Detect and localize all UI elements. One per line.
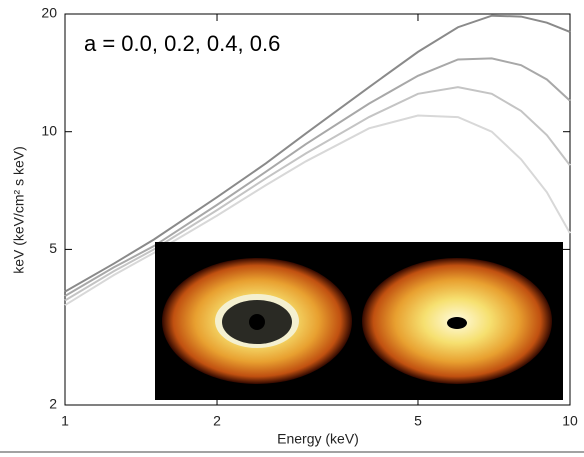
plot-frame <box>64 13 571 406</box>
x-tick-label: 2 <box>213 413 221 429</box>
y-axis-label: keV (keV/cm² s keV) <box>11 146 27 274</box>
series-line <box>64 14 571 293</box>
series-line <box>64 114 571 307</box>
annotation: a = 0.0, 0.2, 0.4, 0.6 <box>84 31 280 56</box>
x-axis-label: Energy (keV) <box>277 431 359 447</box>
y-tick-label: 2 <box>49 396 57 412</box>
series-line <box>64 57 571 297</box>
x-tick-label: 1 <box>61 413 69 429</box>
x-tick-label: 10 <box>562 413 578 429</box>
inset-image <box>155 242 563 400</box>
y-tick-label: 10 <box>41 122 57 138</box>
x-tick-label: 5 <box>414 413 422 429</box>
y-tick-label: 20 <box>41 5 57 21</box>
y-tick-label: 5 <box>49 240 57 256</box>
series-line <box>64 86 571 302</box>
